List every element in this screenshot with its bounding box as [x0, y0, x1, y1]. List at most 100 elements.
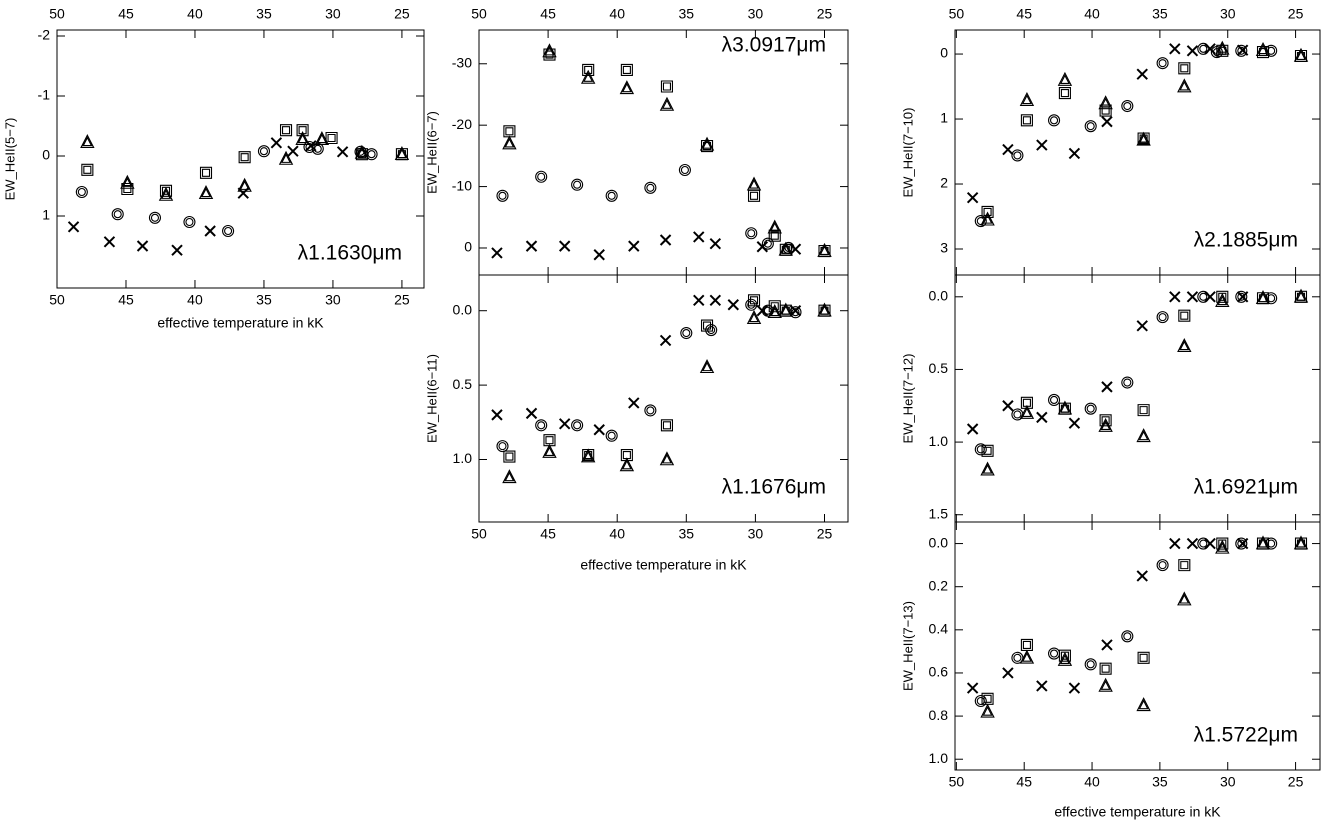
x-tick-label: 45 [540, 6, 556, 22]
data-point [1048, 114, 1061, 127]
data-point [700, 319, 714, 332]
data-point [525, 407, 538, 420]
x-tick-label: 25 [1288, 6, 1304, 22]
data-point [628, 397, 640, 409]
data-point [693, 231, 705, 243]
data-point [80, 133, 95, 148]
data-point [496, 189, 509, 202]
data-point [620, 63, 633, 76]
y-tick-label: -30 [452, 54, 472, 70]
y-tick-label: -10 [452, 177, 472, 193]
data-point [1156, 57, 1169, 70]
data-point [257, 145, 271, 158]
data-point [1121, 100, 1134, 113]
data-point [204, 225, 216, 237]
y-tick-label: 1.0 [929, 750, 949, 766]
x-tick-label: 25 [817, 6, 833, 22]
annotation: λ1.5722μm [1194, 724, 1298, 747]
data-point [1204, 537, 1216, 550]
data-point [311, 142, 324, 155]
data-point [1186, 537, 1199, 550]
data-point [1084, 658, 1097, 671]
y-tick-label: -20 [452, 116, 472, 132]
data-point [543, 434, 556, 447]
annotation: λ1.6921μm [1194, 476, 1298, 499]
data-point [981, 692, 994, 705]
data-point [817, 242, 832, 257]
y-tick-label: 1 [42, 207, 50, 223]
x-tick-label: 50 [949, 774, 965, 790]
data-point [659, 451, 675, 466]
x-axis-label: effective temperature in kK [1054, 804, 1221, 820]
data-point [1293, 288, 1309, 303]
x-tick-label: 35 [256, 292, 272, 308]
annotation: λ3.0917μm [722, 34, 826, 57]
data-point [644, 181, 657, 194]
data-point [1002, 143, 1014, 156]
data-point [1099, 662, 1112, 675]
data-point [1204, 43, 1216, 55]
data-point [745, 298, 758, 311]
data-point [1011, 149, 1024, 162]
data-point [1236, 537, 1249, 550]
data-point [198, 184, 214, 199]
data-point [580, 448, 596, 463]
data-point [535, 419, 548, 432]
data-point [314, 130, 330, 145]
x-tick-label: 30 [325, 6, 341, 22]
data-point [746, 309, 762, 324]
data-point [503, 125, 516, 138]
x-tick-label: 30 [1220, 774, 1236, 790]
data-point [1204, 291, 1216, 303]
data-point [746, 176, 762, 191]
data-point [571, 419, 584, 432]
data-point [1036, 680, 1048, 692]
data-point [1169, 537, 1181, 550]
data-point [1101, 639, 1113, 651]
data-point [1137, 404, 1150, 417]
y-tick-label: 0.0 [453, 301, 473, 317]
data-point [1068, 682, 1081, 694]
data-point [980, 211, 995, 226]
y-axis-label: EW_HeII(7−13) [900, 601, 915, 691]
y-axis-label: EW_HeII(7−12) [900, 354, 915, 444]
data-point [1186, 45, 1199, 57]
x-tick-label: 45 [118, 292, 134, 308]
data-point [1156, 311, 1169, 324]
y-tick-label: 0.8 [929, 707, 949, 723]
y-tick-label: 0 [464, 239, 472, 255]
data-point [1121, 376, 1134, 389]
data-point [491, 409, 503, 421]
data-point [1019, 91, 1035, 106]
panel: 50 45 40 35 30 25 -30 -20 -10 0 EW_HeII(6−7) λ3.091… [424, 6, 849, 276]
data-point [1020, 396, 1033, 409]
data-point [121, 182, 134, 196]
data-point [1136, 68, 1148, 80]
y-tick-label: 1.0 [453, 450, 473, 466]
data-point [980, 703, 995, 718]
y-tick-label: 0.4 [929, 621, 949, 637]
x-tick-label: 35 [679, 526, 695, 542]
data-point [1178, 62, 1191, 75]
data-point [699, 136, 715, 151]
data-point [75, 186, 88, 198]
x-tick-label: 50 [49, 6, 65, 22]
x-tick-label: 40 [1084, 774, 1100, 790]
data-point [1136, 131, 1151, 146]
x-tick-label: 35 [1152, 774, 1168, 790]
x-tick-label: 35 [1152, 6, 1168, 22]
data-point [1068, 417, 1081, 429]
data-point [747, 294, 761, 307]
data-point [1057, 400, 1073, 415]
x-tick-label: 40 [609, 6, 625, 22]
data-point [1002, 400, 1014, 412]
data-point [767, 303, 782, 318]
plot-frame [478, 274, 849, 523]
data-point [296, 124, 309, 137]
data-point [619, 457, 635, 472]
x-tick-label: 25 [1288, 774, 1304, 790]
x-tick-label: 40 [1084, 6, 1100, 22]
data-point [1255, 290, 1271, 305]
